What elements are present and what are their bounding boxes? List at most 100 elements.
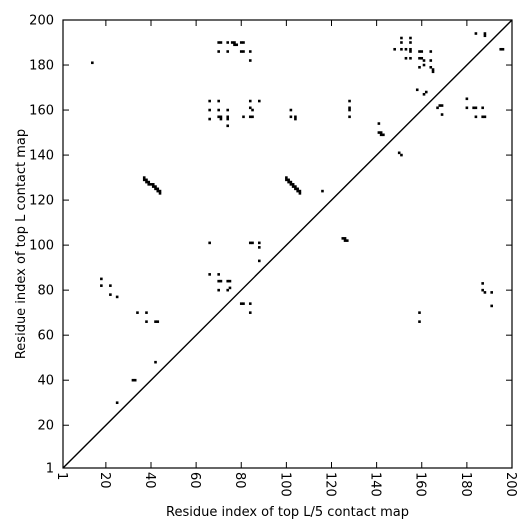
x-tick-label: 1 <box>54 472 69 480</box>
contact-point <box>474 115 478 119</box>
contact-point <box>436 106 439 110</box>
contact-point <box>440 113 444 116</box>
x-tick-label: 200 <box>503 472 518 497</box>
contact-point <box>429 50 433 53</box>
contact-point <box>248 115 252 119</box>
contact-point <box>208 99 211 103</box>
contact-point <box>294 115 297 119</box>
contact-point <box>258 259 261 263</box>
contact-point <box>230 41 234 44</box>
contact-point <box>490 291 493 294</box>
y-tick-label: 140 <box>29 149 54 164</box>
contact-point <box>208 108 211 112</box>
contact-point <box>404 47 408 51</box>
contact-point <box>289 183 293 186</box>
contact-point <box>217 99 220 103</box>
contact-point <box>348 106 351 110</box>
contact-point <box>400 47 403 51</box>
contact-point <box>226 115 230 119</box>
contact-point <box>424 90 428 94</box>
contact-point <box>251 115 254 119</box>
contact-point <box>429 65 433 69</box>
contact-point <box>465 97 469 101</box>
contact-point <box>321 189 324 193</box>
contact-point <box>158 189 162 193</box>
contact-point <box>258 241 261 245</box>
axis-ticks: 1 20 40 60 80 100 120 140 160 180 2001204060801001… <box>29 14 518 497</box>
contact-point <box>226 50 230 53</box>
contact-point <box>115 295 119 299</box>
contact-point <box>298 189 302 193</box>
contact-point <box>418 65 421 69</box>
contact-point <box>499 47 503 51</box>
y-tick-label: 20 <box>37 419 54 434</box>
y-tick-label: 80 <box>37 284 54 299</box>
contact-point <box>348 115 351 119</box>
contact-point <box>242 41 245 44</box>
contact-point <box>145 320 148 323</box>
y-tick-label: 200 <box>29 14 54 29</box>
contact-point <box>481 288 484 292</box>
x-tick-label: 120 <box>322 472 337 497</box>
contact-point <box>208 117 211 121</box>
contact-point <box>136 311 139 314</box>
contact-point <box>483 32 487 35</box>
y-tick-label: 40 <box>37 374 54 389</box>
contact-point <box>235 43 239 47</box>
contact-point <box>219 279 223 283</box>
contact-point <box>415 88 419 92</box>
contact-point <box>440 104 444 107</box>
contact-point <box>248 50 252 53</box>
contact-point <box>291 183 295 186</box>
contact-point <box>233 41 236 44</box>
x-axis-label: Residue index of top L/5 contact map <box>166 505 409 520</box>
contact-point <box>287 178 290 182</box>
contact-point <box>219 115 223 119</box>
contact-point <box>151 185 155 188</box>
contact-point <box>409 56 412 60</box>
contact-point <box>409 36 412 40</box>
contact-point <box>158 192 162 195</box>
contact-point <box>242 50 245 53</box>
y-tick-label: 180 <box>29 59 54 74</box>
contact-point <box>377 122 381 125</box>
contact-point <box>251 108 254 112</box>
contact-point <box>420 56 424 60</box>
contact-point <box>251 241 254 245</box>
contact-point <box>501 47 505 51</box>
x-tick-label: 20 <box>97 472 112 489</box>
contact-point <box>208 241 211 245</box>
contact-point <box>285 178 288 182</box>
contact-point <box>348 99 351 103</box>
y-tick-label: 160 <box>29 104 54 119</box>
contact-point <box>429 59 433 62</box>
contact-point <box>409 41 412 44</box>
contact-point <box>100 277 103 281</box>
y-tick-label: 100 <box>29 239 54 254</box>
contact-point <box>239 41 243 44</box>
contact-point <box>142 176 146 179</box>
contact-point <box>115 401 119 405</box>
contact-point <box>404 56 408 60</box>
contact-point <box>226 288 230 292</box>
contact-point <box>418 50 421 53</box>
contact-point <box>379 133 383 137</box>
contact-point <box>377 131 381 134</box>
contact-point <box>217 108 220 112</box>
contact-point <box>109 284 112 287</box>
contact-point <box>142 178 146 182</box>
contact-point <box>474 106 478 110</box>
contact-point <box>217 41 220 44</box>
contact-points <box>91 32 505 405</box>
contact-point <box>154 360 157 364</box>
contact-point <box>341 237 345 240</box>
contact-point <box>343 237 347 240</box>
contact-point <box>239 302 243 305</box>
contact-point <box>226 124 230 128</box>
contact-point <box>156 187 160 191</box>
contact-point <box>294 185 297 188</box>
contact-point <box>348 108 351 112</box>
contact-point <box>400 36 403 40</box>
contact-point <box>228 279 232 283</box>
contact-point <box>422 92 426 96</box>
